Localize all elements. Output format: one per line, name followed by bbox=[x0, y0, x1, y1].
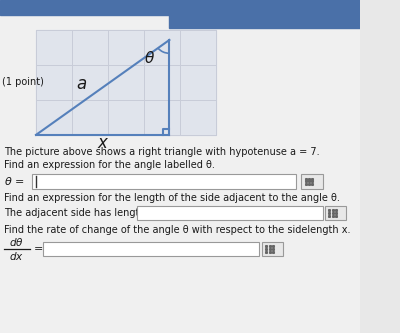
Text: $\theta$ =: $\theta$ = bbox=[4, 175, 24, 187]
Text: Find the rate of change of the angle θ with respect to the sidelength x.: Find the rate of change of the angle θ w… bbox=[4, 225, 350, 235]
Bar bbox=[0, 0, 360, 15]
Text: $\theta$: $\theta$ bbox=[144, 50, 155, 66]
Bar bbox=[43, 242, 260, 256]
Text: $dx$: $dx$ bbox=[9, 250, 24, 262]
Text: $d\theta$: $d\theta$ bbox=[9, 236, 24, 248]
Bar bbox=[262, 242, 283, 256]
Text: (1 point): (1 point) bbox=[2, 77, 44, 88]
Bar bbox=[325, 206, 346, 220]
Bar bbox=[36, 30, 216, 135]
Text: =: = bbox=[34, 244, 44, 254]
Text: Find an expression for the angle labelled θ.: Find an expression for the angle labelle… bbox=[4, 160, 214, 170]
Bar bbox=[137, 206, 322, 220]
Text: Find an expression for the length of the side adjacent to the angle θ.: Find an expression for the length of the… bbox=[4, 193, 340, 203]
Text: The picture above shows a right triangle with hypotenuse a = 7.: The picture above shows a right triangle… bbox=[4, 147, 319, 157]
Bar bbox=[301, 174, 322, 189]
Bar bbox=[169, 15, 360, 28]
Text: $x$: $x$ bbox=[96, 134, 109, 152]
Bar bbox=[32, 174, 296, 189]
Text: $a$: $a$ bbox=[76, 75, 87, 93]
Text: The adjacent side has length: The adjacent side has length bbox=[4, 208, 145, 218]
